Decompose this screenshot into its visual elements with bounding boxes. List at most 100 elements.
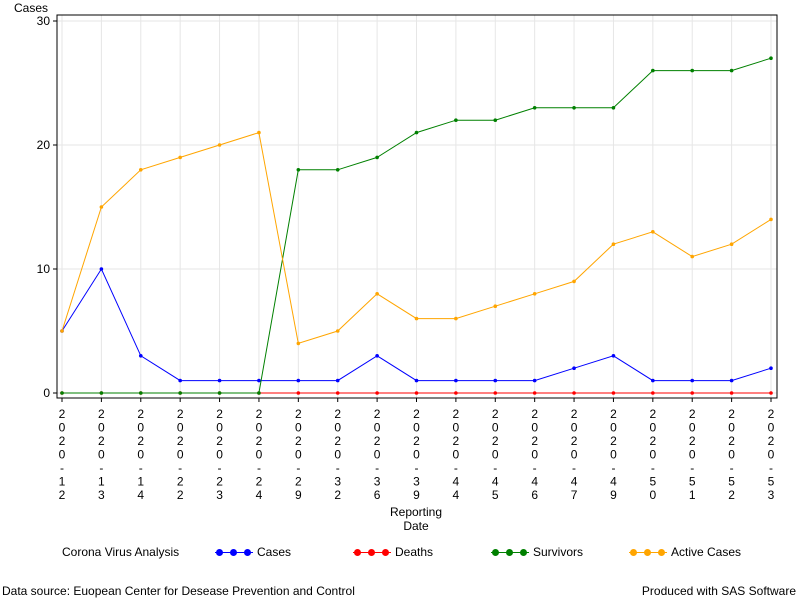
data-point-cases: [454, 378, 458, 383]
x-axis-label-line2: Date: [403, 519, 429, 533]
data-point-active-cases: [532, 292, 537, 296]
data-point-active-cases: [493, 304, 498, 309]
x-tick-label: 2 0 2 0 -5 3: [768, 407, 775, 502]
data-point-active-cases: [60, 329, 64, 333]
data-point-survivors: [572, 106, 576, 110]
data-point-active-cases: [138, 168, 143, 172]
data-point-survivors: [60, 391, 64, 395]
data-point-active-cases: [99, 205, 104, 209]
data-point-cases: [138, 354, 143, 358]
data-point-active-cases: [375, 292, 379, 296]
data-point-cases: [296, 378, 301, 383]
legend-item-survivors: Survivors: [491, 545, 583, 559]
x-tick-label: 2 0 2 0 -3 6: [374, 407, 381, 502]
data-point-active-cases: [572, 279, 576, 284]
legend-item-cases: Cases: [215, 545, 291, 559]
data-point-survivors: [335, 168, 340, 172]
legend-item-deaths: Deaths: [353, 545, 433, 559]
data-point-survivors: [532, 106, 537, 110]
data-point-deaths: [651, 391, 655, 395]
legend-swatch-survivors: [491, 547, 529, 559]
x-tick-label: 2 0 2 0 -2 9: [295, 407, 302, 502]
data-point-survivors: [375, 155, 379, 160]
x-tick-label: 2 0 2 0 -2 2: [177, 407, 184, 502]
x-tick-label: 2 0 2 0 -3 2: [334, 407, 341, 502]
data-point-active-cases: [296, 341, 301, 346]
y-tick-label: 10: [37, 262, 51, 276]
data-point-deaths: [572, 391, 576, 395]
data-point-active-cases: [769, 217, 773, 222]
data-point-cases: [493, 378, 498, 383]
data-point-survivors: [99, 391, 104, 395]
data-point-survivors: [217, 391, 222, 395]
data-point-cases: [651, 378, 655, 383]
x-tick-label: 2 0 2 0 -1 3: [98, 407, 105, 502]
produced-with-footnote: Produced with SAS Software: [641, 584, 796, 598]
data-point-survivors: [296, 168, 301, 172]
data-point-deaths: [454, 391, 458, 395]
y-tick-label: 20: [37, 138, 51, 152]
y-tick-label: 30: [37, 14, 51, 28]
y-tick-label: 0: [43, 386, 50, 400]
data-point-deaths: [729, 391, 734, 395]
data-point-cases: [335, 378, 340, 383]
x-tick-label: 2 0 2 0 -5 0: [649, 407, 656, 502]
x-tick-label: 2 0 2 0 -4 6: [531, 407, 538, 502]
y-axis-label: Cases: [14, 1, 49, 15]
x-tick-label: 2 0 2 0 -4 5: [492, 407, 499, 502]
x-tick-label: 2 0 2 0 -4 7: [571, 407, 578, 502]
data-point-cases: [217, 378, 222, 383]
x-tick-label: 2 0 2 0 -4 9: [610, 407, 617, 502]
data-point-active-cases: [651, 230, 655, 234]
data-point-cases: [178, 378, 182, 383]
legend-swatch-deaths: [353, 547, 391, 559]
data-point-survivors: [493, 118, 498, 122]
data-point-survivors: [651, 68, 655, 73]
legend-swatch-cases: [215, 547, 253, 559]
data-point-deaths: [414, 391, 419, 395]
data-point-active-cases: [414, 316, 419, 321]
data-point-cases: [375, 354, 379, 358]
data-point-survivors: [454, 118, 458, 122]
x-tick-label: 2 0 2 0 -5 1: [689, 407, 696, 502]
data-point-deaths: [690, 391, 695, 395]
x-tick-label: 2 0 2 0 -5 2: [728, 407, 735, 502]
x-tick-label: 2 0 2 0 -1 2: [59, 407, 66, 502]
data-point-active-cases: [257, 130, 261, 135]
legend-label-cases: Cases: [257, 545, 292, 559]
data-point-cases: [532, 378, 537, 383]
x-axis-label-line1: Reporting: [389, 505, 443, 519]
data-point-deaths: [296, 391, 301, 395]
data-point-survivors: [414, 130, 419, 135]
data-point-survivors: [769, 56, 773, 60]
data-point-active-cases: [690, 254, 695, 259]
legend-item-active-cases: Active Cases: [629, 545, 741, 559]
data-point-survivors: [611, 106, 616, 110]
x-tick-label: 2 0 2 0 -2 3: [216, 407, 223, 502]
x-tick-label: 2 0 2 0 -2 4: [256, 407, 263, 502]
data-point-survivors: [138, 391, 143, 395]
legend-swatch-active-cases: [629, 547, 667, 559]
data-point-deaths: [532, 391, 537, 395]
data-point-survivors: [257, 391, 261, 395]
data-point-cases: [414, 378, 419, 383]
x-tick-label: 2 0 2 0 -1 4: [137, 407, 144, 502]
data-point-active-cases: [729, 242, 734, 246]
data-point-deaths: [611, 391, 616, 395]
data-point-deaths: [493, 391, 498, 395]
data-point-cases: [611, 354, 616, 358]
legend-label-active-cases: Active Cases: [671, 545, 742, 559]
data-point-survivors: [729, 68, 734, 73]
data-point-deaths: [335, 391, 340, 395]
data-point-cases: [572, 366, 576, 371]
data-point-deaths: [375, 391, 379, 395]
data-point-active-cases: [335, 329, 340, 333]
data-point-survivors: [690, 68, 695, 73]
data-point-cases: [99, 267, 104, 271]
data-point-deaths: [769, 391, 773, 395]
data-point-cases: [769, 366, 773, 371]
data-source-footnote: Data source: Euopean Center for Desease …: [2, 584, 355, 598]
data-point-active-cases: [217, 143, 222, 147]
data-point-active-cases: [454, 316, 458, 321]
